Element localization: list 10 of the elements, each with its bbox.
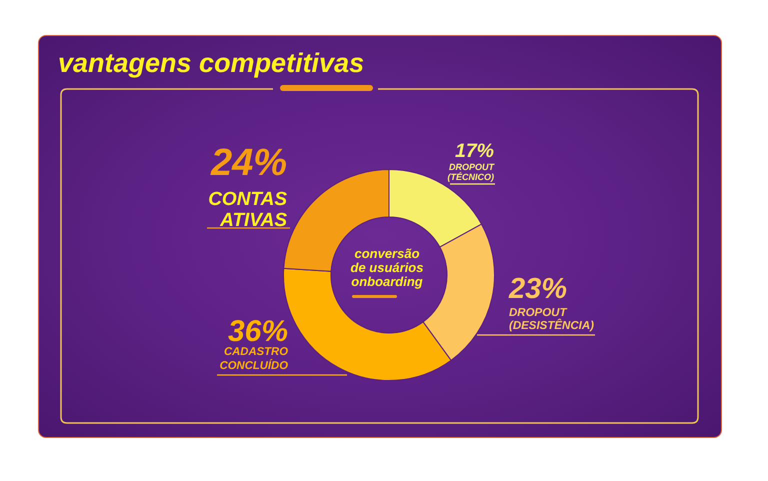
data-label: 36%: [228, 315, 288, 348]
slice-label: DROPOUT (DESISTÊNCIA): [509, 307, 594, 332]
chart-title: vantagens competitivas: [58, 48, 364, 78]
slice-label: CADASTRO CONCLUÍDO: [220, 346, 288, 372]
data-label: 24%: [210, 142, 287, 184]
data-label: 17%: [454, 140, 494, 162]
data-label: 23%: [508, 273, 568, 305]
slice-label: DROPOUT (TÉCNICO): [448, 162, 496, 182]
text: conversão de usuários onboarding: [350, 246, 424, 289]
slice-label: CONTAS ATIVAS: [208, 189, 288, 231]
